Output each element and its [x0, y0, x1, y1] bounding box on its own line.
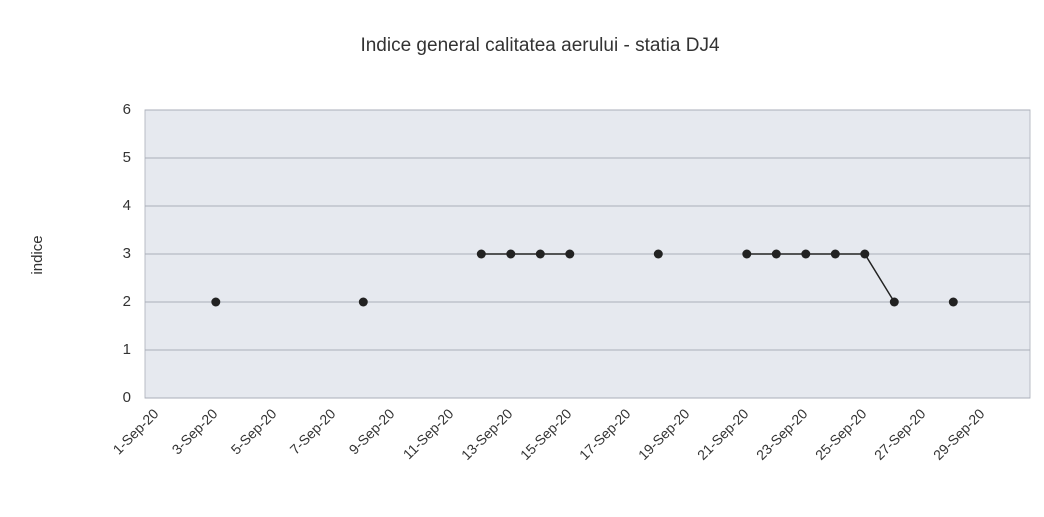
x-tick-label: 5-Sep-20	[228, 405, 280, 457]
point	[535, 249, 545, 259]
y-tick-label: 6	[123, 101, 131, 118]
x-tick-label: 13-Sep-20	[458, 405, 516, 463]
point	[211, 297, 221, 307]
x-tick-label: 27-Sep-20	[871, 405, 929, 463]
point	[358, 297, 368, 307]
x-tick-label: 11-Sep-20	[400, 405, 457, 462]
point	[771, 249, 781, 259]
x-tick-label: 9-Sep-20	[346, 405, 398, 457]
point	[889, 297, 899, 307]
x-tick-label: 7-Sep-20	[287, 405, 339, 457]
point	[742, 249, 752, 259]
y-tick-label: 1	[123, 341, 131, 358]
y-tick-label: 5	[123, 149, 131, 166]
point	[801, 249, 811, 259]
y-tick-label: 4	[123, 197, 131, 214]
y-axis-label: indice	[29, 235, 46, 274]
y-tick-label: 2	[123, 293, 131, 310]
point	[506, 249, 516, 259]
x-tick-label: 23-Sep-20	[753, 405, 811, 463]
x-tick-label: 15-Sep-20	[517, 405, 575, 463]
y-tick-label: 3	[123, 245, 131, 262]
point	[830, 249, 840, 259]
point	[476, 249, 486, 259]
point	[860, 249, 870, 259]
x-tick-label: 25-Sep-20	[812, 405, 870, 463]
point	[565, 249, 575, 259]
x-tick-label: 1-Sep-20	[110, 405, 162, 457]
x-tick-label: 29-Sep-20	[930, 405, 988, 463]
point	[653, 249, 663, 259]
x-tick-label: 3-Sep-20	[169, 405, 221, 457]
x-tick-label: 17-Sep-20	[576, 405, 634, 463]
x-tick-label: 19-Sep-20	[635, 405, 693, 463]
point	[948, 297, 958, 307]
x-tick-label: 21-Sep-20	[694, 405, 752, 463]
y-tick-label: 0	[123, 389, 131, 406]
chart-title: Indice general calitatea aerului - stati…	[360, 35, 720, 56]
